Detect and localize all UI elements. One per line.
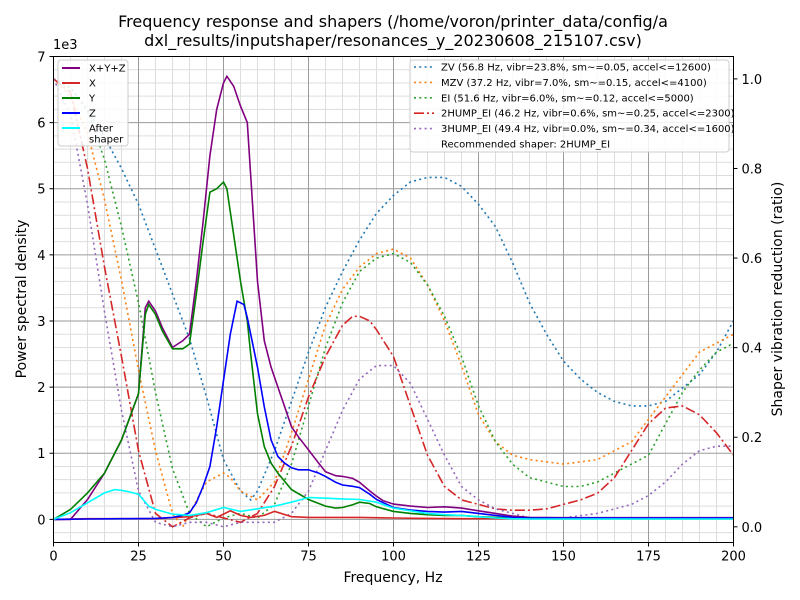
legend-label: ZV (56.8 Hz, vibr=23.8%, sm~=0.05, accel… [441, 63, 711, 74]
y2-tick-label: 0.2 [742, 431, 763, 446]
grid [53, 56, 734, 543]
legend-shapers: ZV (56.8 Hz, vibr=23.8%, sm~=0.05, accel… [409, 59, 735, 153]
legend-label: MZV (37.2 Hz, vibr=7.0%, sm~=0.15, accel… [441, 78, 707, 89]
legend-psd-frame [57, 59, 129, 147]
shaper-line-mzv [52, 78, 734, 529]
shaper-line-2hump-ei [53, 78, 735, 528]
y2-tick-label: 0.8 [742, 162, 763, 177]
y-axis-label: Power spectral density [14, 220, 30, 379]
y2-tick-label: 1.0 [742, 73, 763, 88]
y-tick-label: 0 [37, 513, 45, 528]
x-tick-label: 75 [300, 550, 317, 565]
y-tick-label: 7 [37, 51, 45, 66]
x-axis-label: Frequency, Hz [343, 570, 442, 586]
y2-axis-label: Shaper vibration reduction (ratio) [770, 182, 786, 417]
legend-label: After [89, 124, 114, 135]
recommended-shaper-text: Recommended shaper: 2HUMP_EI [441, 140, 610, 151]
axis-ticks: 0 25 50 75 100 125 150 175 200 0 1 2 3 4 5 6 7 0.0 0.2 0.4 0… [37, 51, 762, 565]
legend-label: Z [89, 109, 96, 120]
y-tick-label: 5 [37, 183, 45, 198]
legend-label: 2HUMP_EI (46.2 Hz, vibr=0.6%, sm~=0.25, … [441, 109, 735, 120]
legend-shapers-frame [409, 59, 730, 153]
x-tick-label: 100 [381, 550, 406, 565]
x-tick-label: 50 [215, 550, 232, 565]
x-tick-label: 200 [721, 550, 746, 565]
x-tick-label: 150 [551, 550, 576, 565]
y-tick-label: 4 [37, 249, 45, 264]
chart-title-line-1: Frequency response and shapers (/home/vo… [118, 12, 668, 32]
x-tick-label: 175 [636, 550, 661, 565]
series-layer [52, 74, 735, 529]
y2-tick-label: 0.6 [742, 252, 763, 267]
psd-line-z [53, 300, 734, 521]
legend-label: X+Y+Z [89, 64, 126, 75]
psd-line-x-y-z [53, 74, 734, 521]
legend-label: Y [88, 94, 96, 105]
x-tick-label: 25 [130, 550, 147, 565]
y-tick-label: 3 [37, 315, 45, 330]
y-tick-label: 1 [37, 447, 45, 462]
y-offset-label: 1e3 [53, 38, 78, 53]
psd-line-after-shaper [53, 488, 734, 521]
legend-label: 3HUMP_EI (49.4 Hz, vibr=0.0%, sm~=0.34, … [441, 124, 735, 135]
y2-tick-label: 0.4 [742, 342, 763, 357]
y-tick-label: 6 [37, 117, 45, 132]
chart-title-line-2: dxl_results/inputshaper/resonances_y_202… [144, 31, 642, 51]
legend-label: EI (51.6 Hz, vibr=6.0%, sm~=0.12, accel<… [441, 93, 694, 104]
x-tick-label: 0 [49, 550, 57, 565]
legend-label: shaper [89, 135, 124, 146]
y2-tick-label: 0.0 [742, 521, 763, 536]
legend-label: X [89, 79, 96, 90]
x-tick-label: 125 [466, 550, 491, 565]
y-tick-label: 2 [37, 381, 45, 396]
